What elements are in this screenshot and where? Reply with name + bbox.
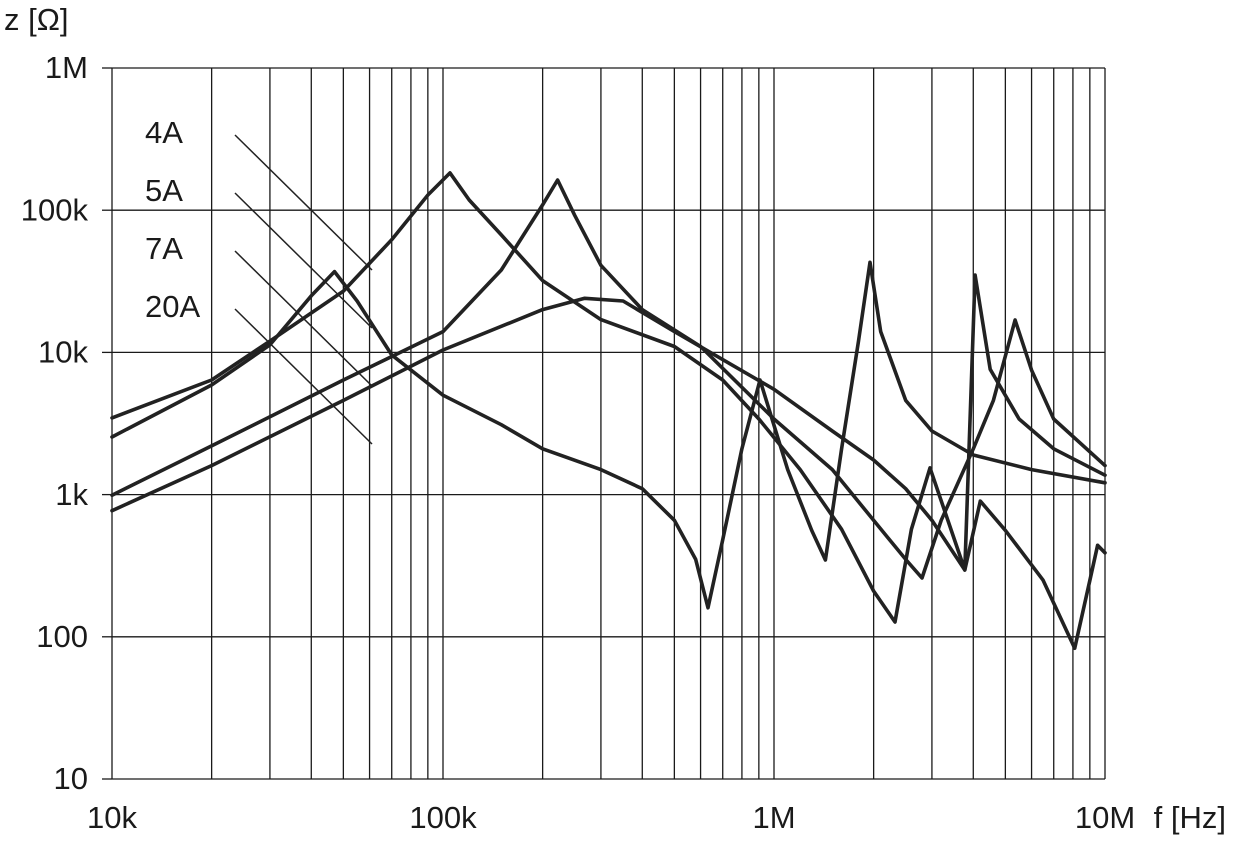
y-axis-label: z [Ω] [4,2,69,37]
x-tick-label: 100k [409,800,477,835]
leader-line [234,192,373,329]
series-label: 4A [145,115,183,150]
leader-line [234,308,373,445]
curve [110,296,1107,651]
series-label: 20A [145,289,200,324]
y-tick-label: 1M [45,50,88,85]
x-tick-label: 1M [752,800,795,835]
y-tick-label: 100k [21,192,89,227]
leader-line [234,250,373,387]
x-tick-label: 10k [87,800,137,835]
y-tick-label: 1k [55,477,88,512]
curve [110,260,1107,610]
y-tick-label: 10k [38,335,88,370]
x-axis-label: f [Hz] [1154,800,1226,835]
y-tick-label: 100 [36,619,88,654]
curve [110,171,1107,624]
leader-line [234,134,373,271]
curve [110,178,1107,580]
series-label: 5A [145,173,183,208]
series-label: 7A [145,231,183,266]
y-tick-label: 10 [54,761,88,796]
x-tick-label: 10M [1075,800,1135,835]
